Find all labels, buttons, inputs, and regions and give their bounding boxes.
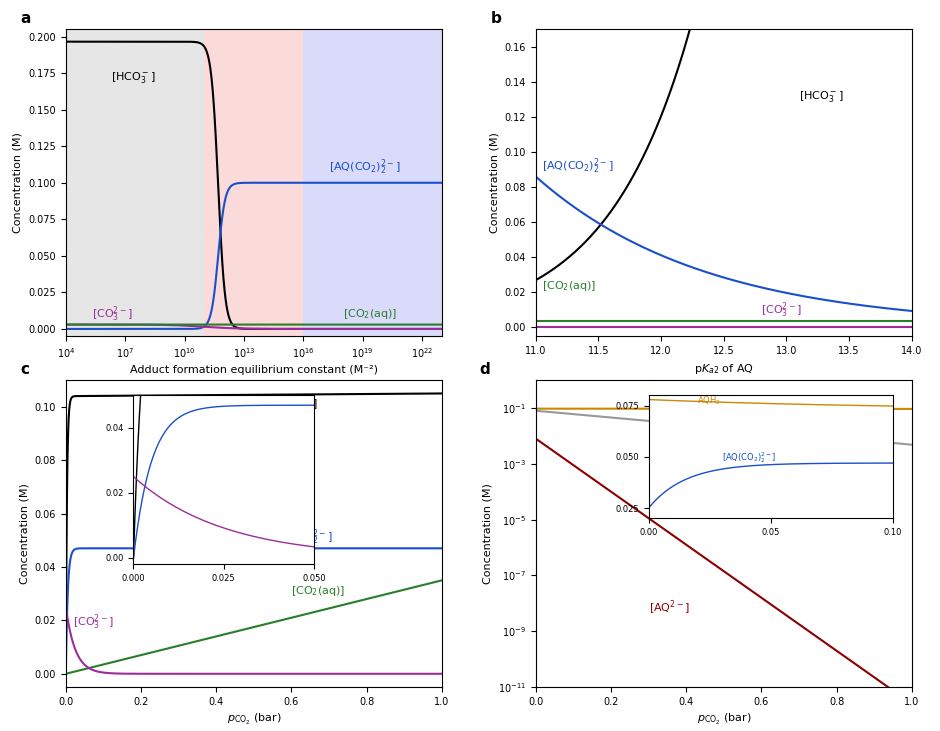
X-axis label: $p_{\mathrm{CO_2}}$ (bar): $p_{\mathrm{CO_2}}$ (bar) bbox=[227, 713, 281, 727]
Y-axis label: Concentration (M): Concentration (M) bbox=[13, 132, 23, 233]
Text: $[\mathrm{CO_2(aq)}]$: $[\mathrm{CO_2(aq)}]$ bbox=[542, 279, 596, 293]
Bar bbox=[66, 29, 204, 336]
Text: $[\mathrm{HCO_3^-}]$: $[\mathrm{HCO_3^-}]$ bbox=[799, 89, 843, 105]
Text: $[\mathrm{AQ(CO_2)_2^{2-}}]$: $[\mathrm{AQ(CO_2)_2^{2-}}]$ bbox=[329, 158, 400, 178]
X-axis label: Adduct formation equilibrium constant (M⁻²): Adduct formation equilibrium constant (M… bbox=[130, 366, 378, 375]
Text: $[\mathrm{CO_2(aq)}]$: $[\mathrm{CO_2(aq)}]$ bbox=[343, 307, 397, 321]
Text: $[\mathrm{CO_3^{2-}}]$: $[\mathrm{CO_3^{2-}}]$ bbox=[73, 613, 115, 632]
Text: $[\mathrm{CO_3^{2-}}]$: $[\mathrm{CO_3^{2-}}]$ bbox=[761, 300, 803, 320]
Text: a: a bbox=[21, 11, 31, 26]
Text: $[\mathrm{AQ(CO_2)_2^{2-}}]$: $[\mathrm{AQ(CO_2)_2^{2-}}]$ bbox=[261, 527, 333, 547]
Text: $[\mathrm{HCO_3^-}]$: $[\mathrm{HCO_3^-}]$ bbox=[111, 70, 156, 86]
Text: $[\mathrm{AQH^-}]$: $[\mathrm{AQH^-}]$ bbox=[743, 465, 787, 479]
Text: $[\mathrm{AQ(CO_2)_2^{2-}}]$: $[\mathrm{AQ(CO_2)_2^{2-}}]$ bbox=[542, 156, 614, 176]
Text: $[\mathrm{AQ^{2-}}]$: $[\mathrm{AQ^{2-}}]$ bbox=[649, 599, 690, 617]
Y-axis label: Concentration (M): Concentration (M) bbox=[19, 483, 29, 584]
Text: d: d bbox=[479, 362, 490, 377]
X-axis label: $p_{\mathrm{CO_2}}$ (bar): $p_{\mathrm{CO_2}}$ (bar) bbox=[697, 713, 751, 727]
X-axis label: p$K_{a2}$ of AQ: p$K_{a2}$ of AQ bbox=[694, 362, 754, 376]
Text: $[\mathrm{HCO_3^-}]$: $[\mathrm{HCO_3^-}]$ bbox=[273, 397, 317, 412]
Y-axis label: Concentration (M): Concentration (M) bbox=[482, 483, 493, 584]
Y-axis label: Concentration (M): Concentration (M) bbox=[489, 132, 499, 233]
Text: $[\mathrm{CO_3^{2-}}]$: $[\mathrm{CO_3^{2-}}]$ bbox=[91, 304, 133, 324]
Text: c: c bbox=[21, 362, 30, 377]
Text: b: b bbox=[491, 11, 502, 26]
Bar bbox=[204, 29, 304, 336]
Text: $[\mathrm{CO_2(aq)}]$: $[\mathrm{CO_2(aq)}]$ bbox=[291, 583, 346, 598]
